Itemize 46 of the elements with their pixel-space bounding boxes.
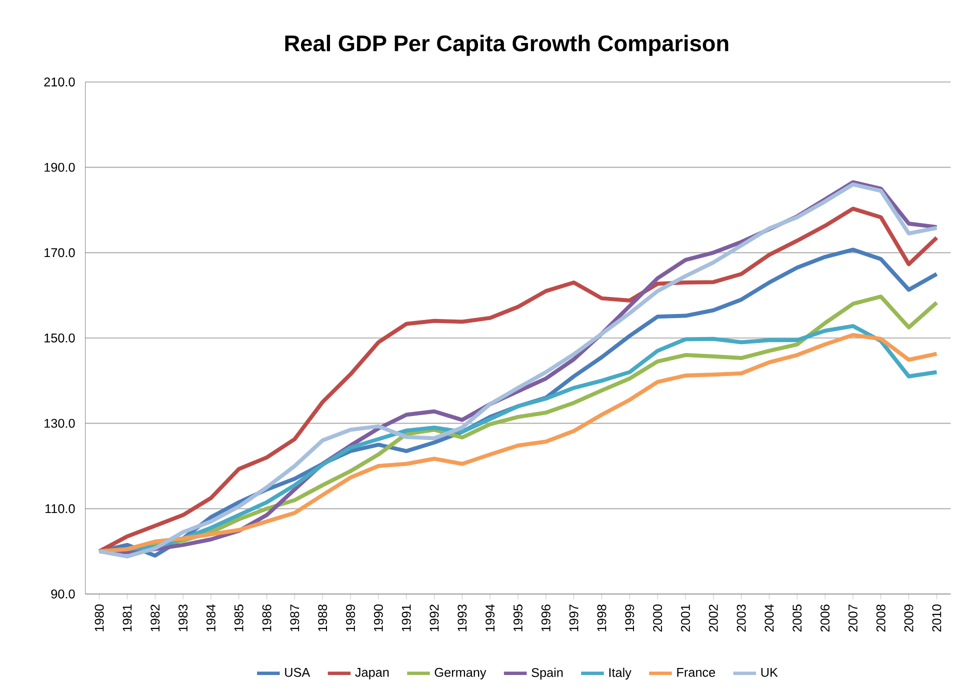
x-tick-label: 2000 [653, 604, 662, 632]
legend-label: Italy [609, 668, 632, 680]
x-tick-label: 2010 [932, 604, 942, 632]
x-tick-label: 1986 [262, 604, 272, 632]
legend-label: USA [285, 668, 310, 677]
legend-label: Spain [532, 668, 563, 680]
legend-label: Germany [434, 668, 486, 680]
x-tick-label: 1988 [318, 604, 328, 632]
x-tick-label: 1992 [430, 604, 439, 632]
x-tick-label: 1980 [94, 604, 104, 632]
x-tick-label: 2004 [764, 604, 774, 632]
y-tick-label: 130.0 [44, 418, 75, 428]
x-tick-label: 1998 [597, 604, 606, 632]
y-tick-label: 170.0 [44, 248, 75, 258]
x-tick-label: 1999 [625, 604, 634, 632]
y-tick-label: 110.0 [46, 504, 75, 514]
x-tick-label: 1990 [374, 604, 383, 632]
x-tick-label: 1989 [346, 604, 356, 632]
y-tick-label: 90.0 [51, 590, 75, 598]
y-tick-label: 210.0 [44, 78, 75, 86]
x-tick-label: 1993 [458, 604, 467, 632]
legend-label: Japan [355, 668, 389, 680]
x-tick-label: 1991 [402, 604, 411, 632]
x-tick-label: 2009 [904, 604, 914, 632]
x-tick-label: 2003 [736, 604, 746, 632]
x-tick-label: 1996 [541, 604, 550, 632]
x-tick-label: 2006 [820, 604, 830, 632]
x-tick-label: 1982 [150, 604, 160, 632]
x-tick-label: 2007 [848, 604, 858, 632]
x-tick-label: 1994 [486, 604, 495, 632]
x-tick-label: 1987 [290, 604, 300, 632]
x-tick-label: 1997 [569, 604, 578, 632]
x-tick-label: 2001 [680, 604, 690, 632]
x-tick-label: 1984 [206, 604, 216, 632]
y-tick-label: 150.0 [44, 334, 75, 342]
x-tick-label: 1983 [178, 604, 188, 632]
x-tick-label: 1995 [514, 604, 522, 632]
x-tick-label: 1985 [234, 604, 244, 632]
y-tick-label: 190.0 [44, 162, 75, 172]
x-tick-label: 2005 [792, 604, 802, 632]
legend-label: UK [761, 668, 778, 677]
x-tick-label: 2008 [876, 604, 886, 632]
legend-label: France [677, 668, 716, 677]
chart-title: Real GDP Per Capita Growth Comparison [285, 34, 728, 56]
x-tick-label: 1981 [122, 604, 132, 632]
x-tick-label: 2002 [708, 604, 718, 632]
